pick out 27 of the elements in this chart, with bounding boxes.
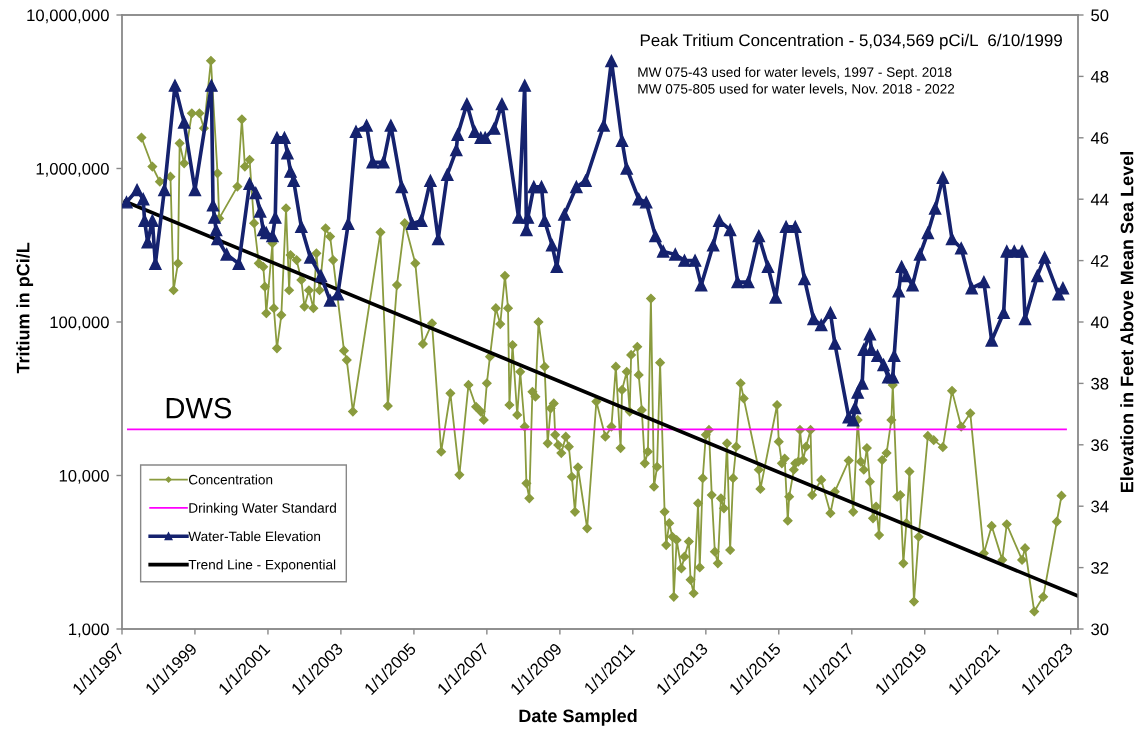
y2-tick-label: 38 <box>1091 377 1109 390</box>
y-tick-label: 100,000 <box>50 316 109 331</box>
annotation: MW 075-43 used for water levels, 1997 - Sept. 2018 <box>638 66 952 80</box>
y-tick-label: 10,000,000 <box>27 9 109 24</box>
y-tick-label: 10,000 <box>59 469 109 484</box>
y-tick-label: 1,000 <box>69 623 109 638</box>
y2-axis-title: Elevation in Feet Above Mean Sea Level <box>1120 152 1134 493</box>
legend-label: Concentration <box>188 474 273 485</box>
y-axis-title: Tritium in pCi/L <box>16 242 34 374</box>
y2-tick-label: 32 <box>1091 562 1109 574</box>
legend-label: Trend Line - Exponential <box>188 559 336 573</box>
legend-label: Water-Table Elevation <box>188 531 321 542</box>
y2-tick-label: 44 <box>1090 193 1109 206</box>
y2-tick-label: 40 <box>1090 316 1109 329</box>
y2-tick-label: 48 <box>1090 70 1109 83</box>
y2-tick-label: 30 <box>1091 623 1109 636</box>
y-tick-label: 1,000,000 <box>36 162 109 177</box>
y2-tick-label: 50 <box>1091 9 1109 22</box>
y2-tick-label: 34 <box>1091 500 1109 513</box>
y2-tick-label: 46 <box>1090 132 1109 144</box>
annotation: MW 075-805 used for water levels, Nov. 2018 - 2022 <box>638 83 955 96</box>
x-axis-title: Date Sampled <box>519 709 637 726</box>
annotation: DWS <box>166 397 232 419</box>
y2-tick-label: 36 <box>1091 439 1109 451</box>
annotation: Peak Tritium Concentration - 5,034,569 pCi/L 6/10/1999 <box>640 33 1062 50</box>
y2-tick-label: 42 <box>1090 255 1109 267</box>
legend-label: Drinking Water Standard <box>189 502 336 516</box>
